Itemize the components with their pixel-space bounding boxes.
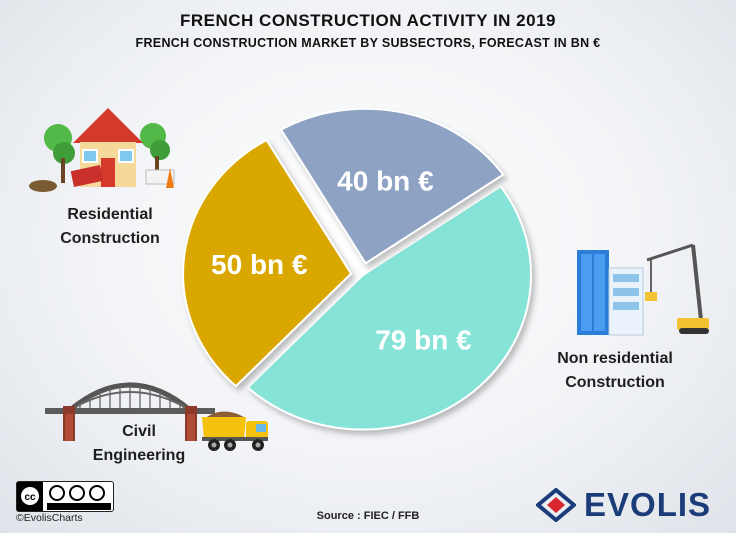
brand-logo: EVOLIS — [536, 486, 711, 524]
data-label-civil: 40 bn € — [337, 165, 434, 196]
label-residential-line1: Residential — [67, 206, 153, 223]
slice-residential — [246, 185, 532, 431]
chart-subtitle: FRENCH CONSTRUCTION MARKET BY SUBSECTORS… — [135, 36, 601, 50]
bridge-icon — [45, 382, 215, 441]
label-nonresidential-line2: Construction — [565, 374, 665, 391]
label-nonresidential: Non residential Construction — [540, 347, 690, 395]
data-label-residential: 79 bn € — [375, 324, 472, 355]
data-label-nonresidential: 50 bn € — [211, 249, 308, 280]
label-civil-line2: Engineering — [92, 447, 186, 464]
house-icon — [29, 108, 175, 192]
creative-commons-icon: cc — [16, 481, 114, 512]
label-nonresidential-line1: Non residential — [557, 350, 673, 367]
evolis-logo-icon — [536, 488, 576, 522]
svg-text:cc: cc — [24, 492, 36, 503]
brand-name: EVOLIS — [584, 486, 712, 523]
slice-nonresidential — [182, 138, 353, 388]
label-residential: Residential Construction — [40, 203, 180, 251]
source-note: Source : FIEC / FFB — [316, 510, 420, 522]
label-residential-line2: Construction — [60, 230, 160, 247]
dump-truck-icon — [202, 411, 268, 451]
slice-civil — [279, 107, 505, 265]
label-civil: Civil Engineering — [84, 420, 194, 468]
office-building-crane-icon — [577, 243, 709, 336]
chart-title: FRENCH CONSTRUCTION ACTIVITY IN 2019 — [180, 11, 556, 30]
label-civil-line1: Civil — [122, 423, 156, 440]
credit-text: ©EvolisCharts — [16, 512, 83, 524]
